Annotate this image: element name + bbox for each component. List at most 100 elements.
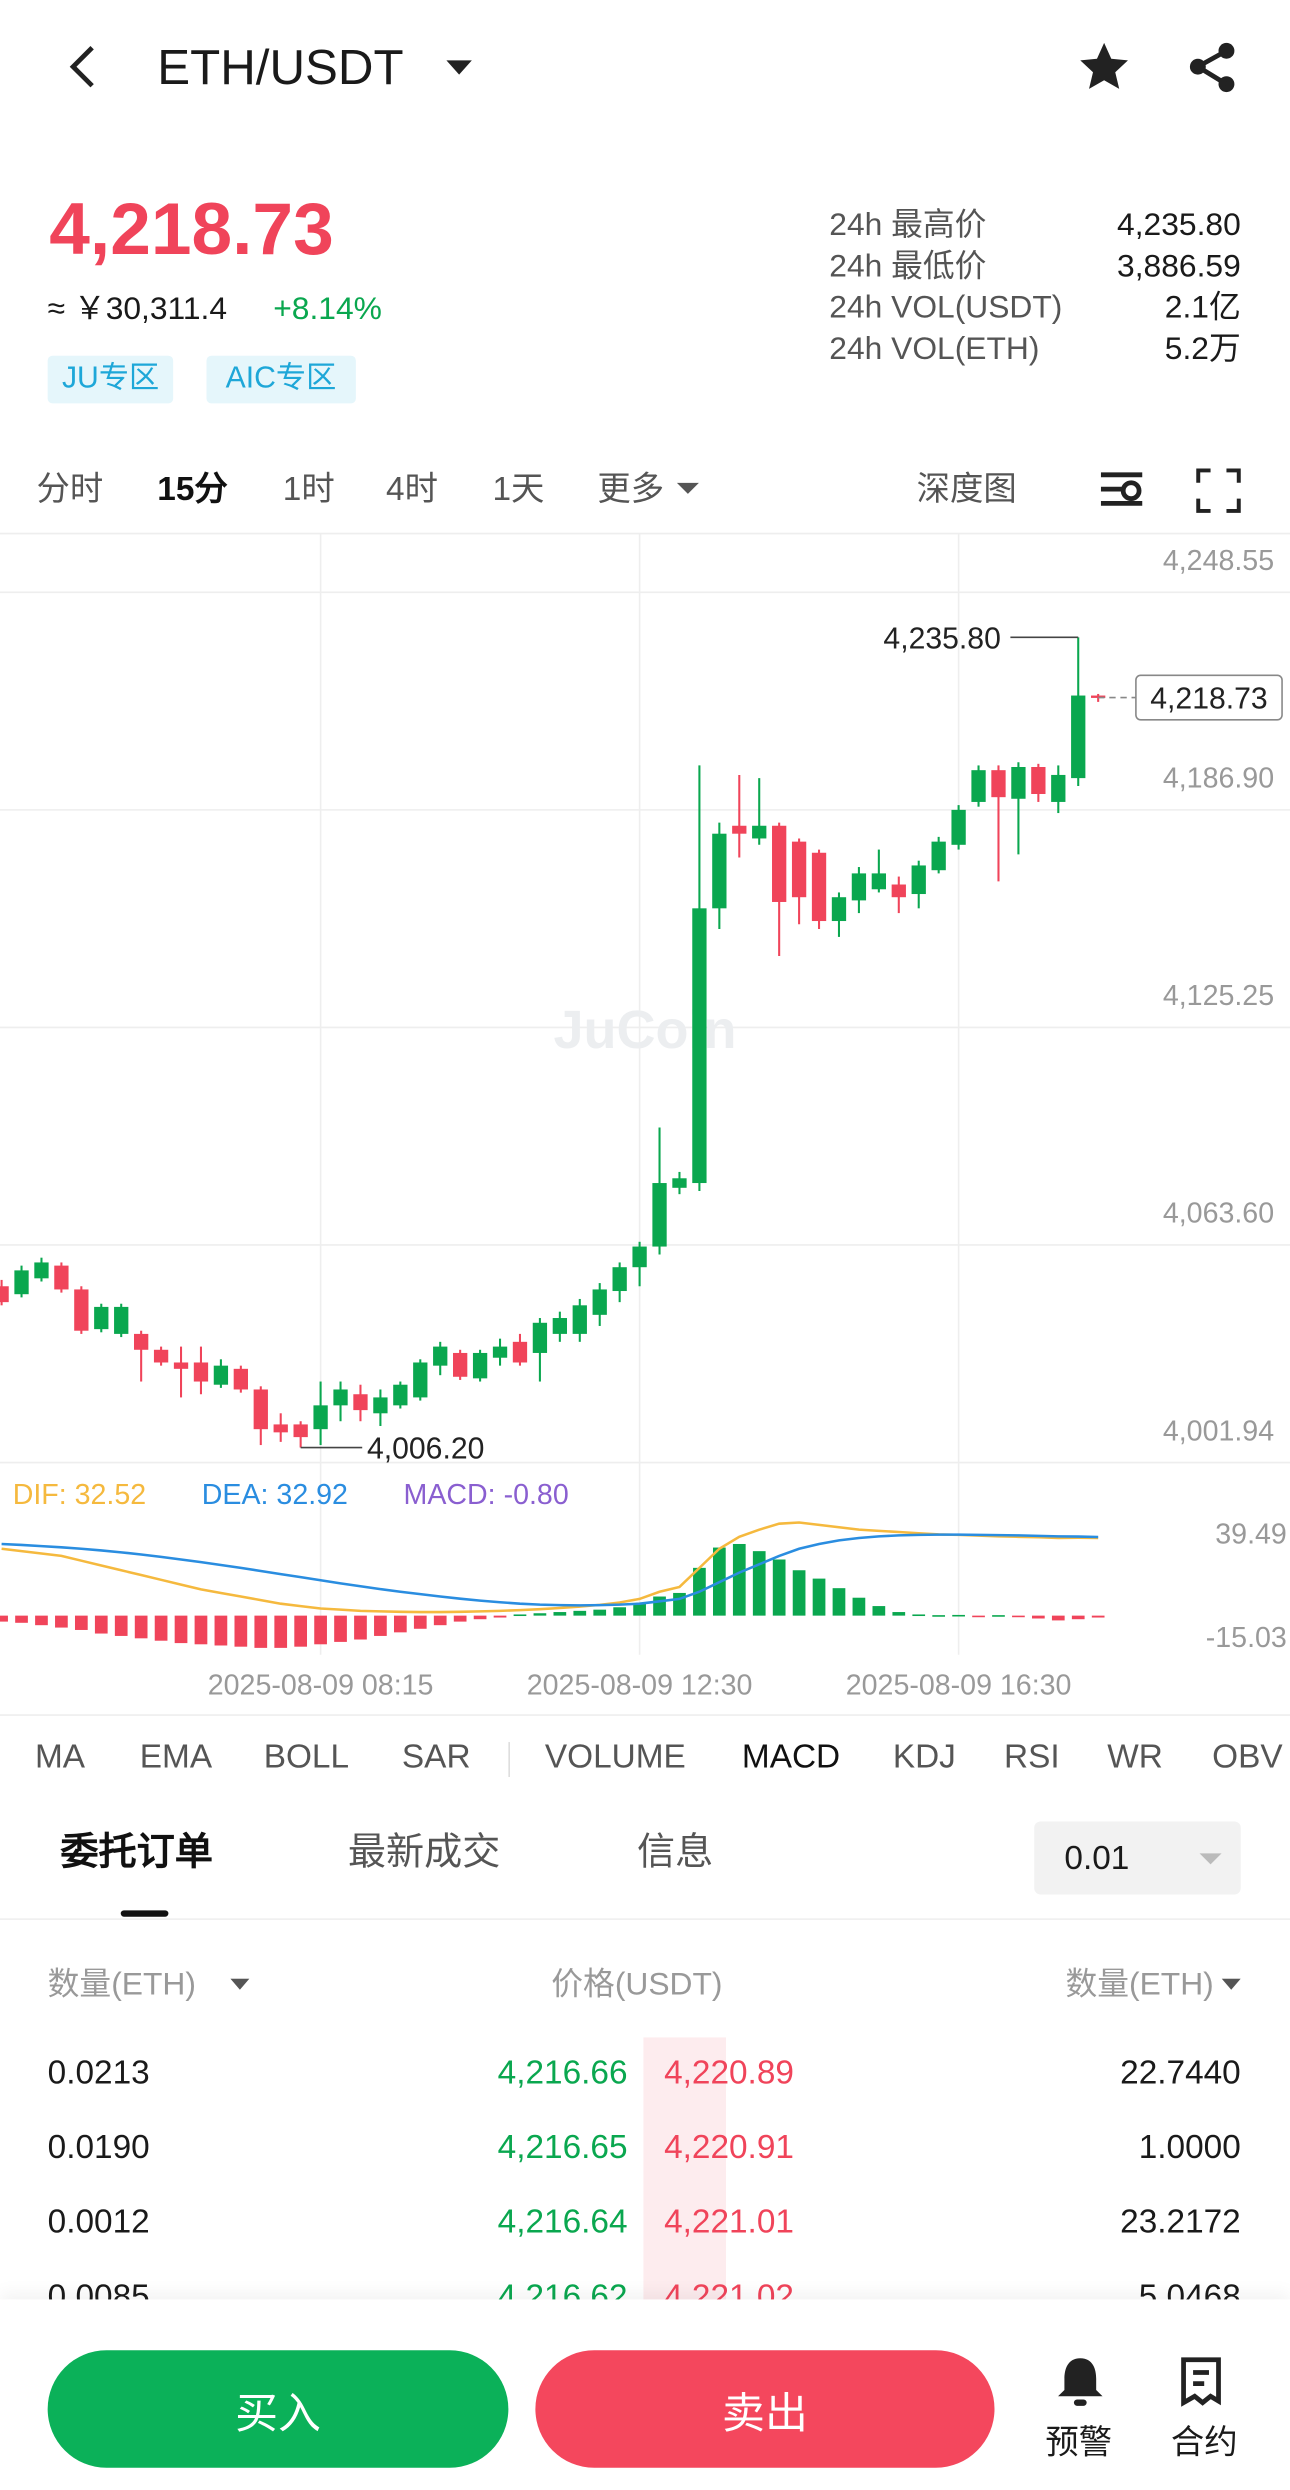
macd-bar [972,1615,985,1618]
macd-bar [393,1615,407,1633]
bid-price[interactable]: 4,216.66 [497,2054,628,2092]
candle-body [712,833,727,909]
candle-body [1051,774,1066,802]
candle-body [333,1389,348,1406]
macd-bar [772,1559,786,1616]
candle-body [652,1183,667,1247]
watermark: JuCoin [553,1000,736,1060]
ask-price[interactable]: 4,220.89 [664,2054,794,2092]
candle-body [114,1306,129,1334]
candle-body [891,884,906,898]
sell-label: 卖出 [722,2389,808,2437]
indicator-tab[interactable]: SAR [401,1738,471,1776]
y-tick-label: -15.03 [1206,1622,1287,1654]
macd-bar [453,1615,467,1622]
candle-body [851,873,867,901]
fullscreen-icon[interactable] [1196,468,1241,513]
stat-label: 24h VOL(USDT) [829,290,1063,326]
precision-value: 0.01 [1064,1840,1130,1878]
depth-chart-tab[interactable]: 深度图 [916,471,1017,509]
candle-body [134,1333,149,1350]
bid-price[interactable]: 4,216.65 [497,2129,628,2167]
indicator-tab[interactable]: VOLUME [544,1738,686,1776]
candle-body [472,1352,488,1379]
contract-label[interactable]: 合约 [1170,2424,1238,2462]
candle-body [313,1405,328,1430]
price-change: +8.14% [273,292,382,328]
ask-qty: 22.7440 [1120,2054,1241,2092]
macd-bar [294,1615,308,1647]
buy-button[interactable]: 买入 [47,2350,509,2468]
candle-body [1091,695,1106,698]
share-button[interactable] [1185,40,1239,94]
timeframe-tab[interactable]: 15分 [157,471,228,509]
indicator-tab[interactable]: MA [34,1738,85,1776]
candle-body [74,1289,89,1331]
buy-label: 买入 [235,2389,321,2437]
candle-body [453,1352,468,1377]
candle-body [871,873,887,890]
indicator-tab[interactable]: KDJ [892,1738,956,1776]
orderbook-tab[interactable]: 信息 [637,1830,714,1874]
depth-bar [643,2037,727,2300]
alert-label[interactable]: 预警 [1045,2424,1113,2462]
macd-bar [832,1588,846,1616]
macd-bar [992,1615,1005,1617]
candle-body [951,809,966,845]
bid-qty: 0.0012 [47,2204,150,2241]
indicator-tab[interactable]: EMA [139,1738,213,1776]
candle-body [433,1346,448,1366]
timeframe-tab[interactable]: 分时 [36,471,104,509]
caret[interactable] [1221,1978,1241,1992]
macd-bar [334,1615,347,1642]
legend-entry: DIF: 32.52 [13,1479,146,1511]
precision-select[interactable]: 0.01 [1034,1821,1241,1895]
timeframe-tab[interactable]: 4时 [386,471,438,509]
candle-body [572,1305,587,1334]
candle-body [931,841,946,871]
stat-value: 2.1亿 [1164,290,1241,326]
candle-body [393,1384,408,1406]
macd-bar [912,1614,926,1617]
settings-icon[interactable] [1099,470,1143,511]
candle-body [772,825,787,902]
indicator-tab[interactable]: OBV [1212,1738,1283,1776]
back-button[interactable] [60,41,108,92]
orderbook-tab[interactable]: 最新成交 [347,1830,501,1874]
tag[interactable]: JU专区 [47,355,174,404]
indicator-tab[interactable]: RSI [1004,1738,1060,1776]
favorite-star[interactable] [1077,40,1131,94]
sell-button[interactable]: 卖出 [535,2350,995,2468]
timeframe-tab[interactable]: 1时 [282,471,335,509]
x-tick-label: 2025-08-09 08:15 [208,1669,434,1701]
indicator-tab[interactable]: WR [1107,1738,1163,1776]
macd-bar [433,1615,447,1626]
bottom-bar: 买入 卖出 预警 合约 [0,2299,1290,2490]
bid-price[interactable]: 4,216.64 [497,2204,628,2241]
macd-bar [752,1551,766,1616]
y-tick-label: 4,001.94 [1163,1415,1274,1447]
pair-title[interactable]: ETH/USDT [157,39,404,96]
macd-bar [35,1615,48,1626]
high-label: 4,235.80 [883,622,1000,655]
indicator-tab[interactable]: BOLL [263,1738,350,1776]
macd-bar [593,1609,607,1616]
timeframe-tab[interactable]: 更多 [597,471,665,509]
timeframe-tab[interactable]: 1天 [492,471,545,509]
orderbook-tab[interactable]: 委托订单 [60,1830,213,1874]
ask-price[interactable]: 4,220.91 [664,2129,794,2167]
tag[interactable]: AIC专区 [206,355,356,404]
pair-dropdown[interactable] [445,59,474,78]
macd-bar [732,1543,746,1616]
contract-icon[interactable] [1177,2353,1231,2410]
macd-bar [553,1612,567,1616]
x-tick-label: 2025-08-09 16:30 [846,1669,1072,1701]
caret [676,482,700,494]
caret[interactable] [230,1978,250,1992]
ob-header: 数量(ETH) [47,1967,196,2003]
stat-label: 24h 最高价 [829,208,987,243]
macd-bar [932,1615,946,1617]
indicator-tab[interactable]: MACD [741,1738,841,1776]
alert-icon[interactable] [1055,2353,1106,2407]
ask-price[interactable]: 4,221.01 [664,2204,794,2241]
